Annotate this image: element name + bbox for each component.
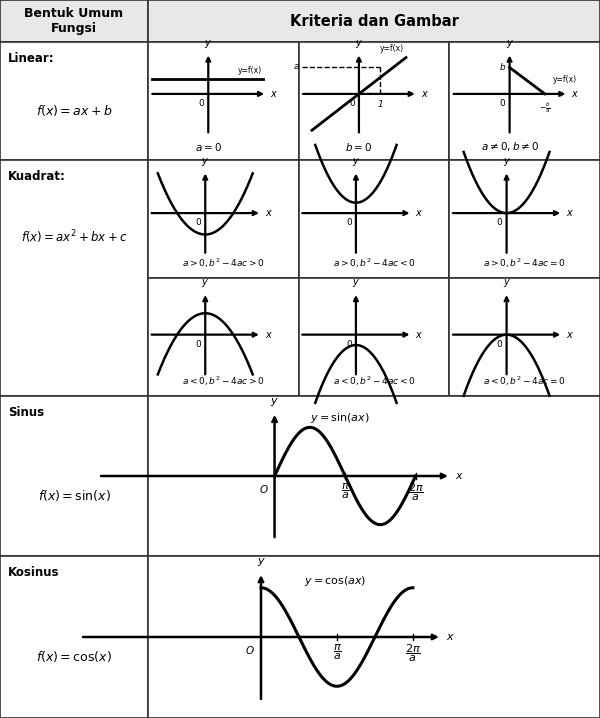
Text: $a < 0, b^2-4ac < 0$: $a < 0, b^2-4ac < 0$ <box>332 375 415 388</box>
Text: $a > 0, b^2-4ac < 0$: $a > 0, b^2-4ac < 0$ <box>332 256 415 270</box>
Text: $O$: $O$ <box>245 644 255 656</box>
Text: $-\frac{b}{a}$: $-\frac{b}{a}$ <box>539 100 551 115</box>
Text: 0: 0 <box>497 340 503 349</box>
Text: $a < 0, b^2-4ac > 0$: $a < 0, b^2-4ac > 0$ <box>182 375 265 388</box>
Text: 0: 0 <box>199 99 204 108</box>
Text: b: b <box>500 63 506 72</box>
Text: $O$: $O$ <box>259 483 269 495</box>
Text: $f(x) = ax + b$: $f(x) = ax + b$ <box>35 103 112 118</box>
Text: $x$: $x$ <box>265 208 273 218</box>
Text: $y$: $y$ <box>257 556 265 568</box>
Bar <box>148 556 600 718</box>
Bar <box>449 42 600 160</box>
Text: $x$: $x$ <box>566 330 574 340</box>
Bar <box>449 160 600 278</box>
Text: $a \neq 0, b \neq 0$: $a \neq 0, b \neq 0$ <box>481 140 539 153</box>
Text: $\dfrac{2\pi}{a}$: $\dfrac{2\pi}{a}$ <box>405 643 421 664</box>
Bar <box>299 42 449 160</box>
Bar <box>148 42 299 160</box>
Text: $x$: $x$ <box>446 632 455 642</box>
Text: $f(x) = \cos(x)$: $f(x) = \cos(x)$ <box>36 649 112 664</box>
Text: Kuadrat:: Kuadrat: <box>8 170 66 183</box>
Bar <box>0 0 148 42</box>
Text: 0: 0 <box>196 218 201 227</box>
Text: $y = \cos(ax)$: $y = \cos(ax)$ <box>304 574 366 588</box>
Text: $y$: $y$ <box>503 156 511 167</box>
Bar <box>148 278 299 396</box>
Bar <box>148 0 600 42</box>
Text: $x$: $x$ <box>415 208 424 218</box>
Bar <box>299 278 449 396</box>
Bar <box>148 160 299 278</box>
Text: $x$: $x$ <box>421 89 429 99</box>
Text: a: a <box>293 62 299 71</box>
Text: $a > 0, b^2-4ac > 0$: $a > 0, b^2-4ac > 0$ <box>182 256 265 270</box>
Text: $y$: $y$ <box>352 156 360 167</box>
Text: 0: 0 <box>196 340 201 349</box>
Text: $\dfrac{2\pi}{a}$: $\dfrac{2\pi}{a}$ <box>407 482 424 503</box>
Text: Kriteria dan Gambar: Kriteria dan Gambar <box>290 14 458 29</box>
Text: $x$: $x$ <box>270 89 278 99</box>
Bar <box>0 42 148 160</box>
Text: $\dfrac{\pi}{a}$: $\dfrac{\pi}{a}$ <box>332 643 341 663</box>
Text: $f(x) = ax^2 + bx + c$: $f(x) = ax^2 + bx + c$ <box>21 228 127 246</box>
Bar <box>0 396 148 556</box>
Bar <box>0 160 148 396</box>
Text: $y$: $y$ <box>506 37 514 50</box>
Text: $y$: $y$ <box>204 37 212 50</box>
Bar <box>0 556 148 718</box>
Text: Bentuk Umum
Fungsi: Bentuk Umum Fungsi <box>25 7 124 35</box>
Text: $a < 0, b^2-4ac = 0$: $a < 0, b^2-4ac = 0$ <box>483 375 566 388</box>
Text: $y$: $y$ <box>355 37 363 50</box>
Text: $x$: $x$ <box>566 208 574 218</box>
Text: $y$: $y$ <box>503 277 511 289</box>
Text: $a = 0$: $a = 0$ <box>195 141 222 153</box>
Text: 0: 0 <box>346 340 352 349</box>
Text: $x$: $x$ <box>265 330 273 340</box>
Text: $y$: $y$ <box>201 156 209 167</box>
Bar <box>299 160 449 278</box>
Text: Linear:: Linear: <box>8 52 55 65</box>
Bar <box>449 278 600 396</box>
Bar <box>148 396 600 556</box>
Text: y=f(x): y=f(x) <box>380 44 404 52</box>
Text: $b = 0$: $b = 0$ <box>346 141 373 153</box>
Text: y=f(x): y=f(x) <box>553 75 577 84</box>
Text: $y$: $y$ <box>270 396 279 408</box>
Text: 1: 1 <box>377 100 383 109</box>
Text: $f(x) = \sin(x)$: $f(x) = \sin(x)$ <box>38 488 110 503</box>
Text: 0: 0 <box>497 218 503 227</box>
Text: Kosinus: Kosinus <box>8 566 59 579</box>
Text: $y$: $y$ <box>201 277 209 289</box>
Text: 0: 0 <box>346 218 352 227</box>
Text: $y = \sin(ax)$: $y = \sin(ax)$ <box>310 411 370 425</box>
Text: $y$: $y$ <box>352 277 360 289</box>
Text: 0: 0 <box>500 99 506 108</box>
Text: Sinus: Sinus <box>8 406 44 419</box>
Text: $x$: $x$ <box>455 471 464 481</box>
Text: 0: 0 <box>349 99 355 108</box>
Text: $a > 0, b^2-4ac = 0$: $a > 0, b^2-4ac = 0$ <box>483 256 566 270</box>
Text: $x$: $x$ <box>571 89 580 99</box>
Text: $x$: $x$ <box>415 330 424 340</box>
Text: $\dfrac{\pi}{a}$: $\dfrac{\pi}{a}$ <box>341 482 349 501</box>
Text: y=f(x): y=f(x) <box>238 66 262 75</box>
